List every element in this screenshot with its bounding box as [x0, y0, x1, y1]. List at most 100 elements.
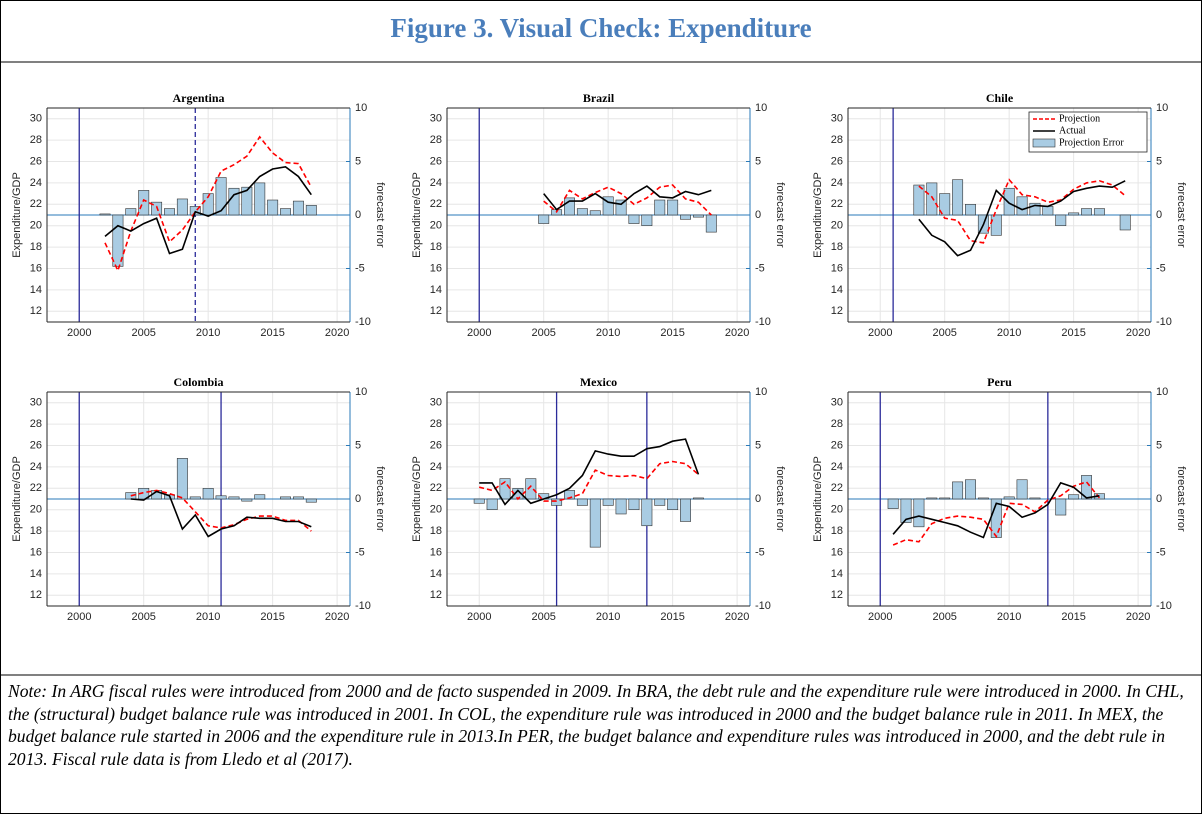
legend-label: Actual — [1059, 125, 1086, 136]
bar — [602, 498, 614, 506]
y-tick-label: 24 — [831, 461, 843, 473]
y2-tick-label: 0 — [355, 493, 361, 505]
bar — [305, 205, 317, 216]
chart-title: Colombia — [173, 375, 223, 389]
y-axis-label: Expenditure/GDP — [812, 172, 824, 258]
y-tick-label: 16 — [831, 262, 843, 274]
bar — [1016, 196, 1028, 216]
bar — [900, 498, 912, 523]
y-tick-label: 14 — [831, 284, 843, 296]
y2-tick-label: 5 — [355, 439, 361, 451]
x-tick-label: 2015 — [260, 327, 284, 339]
x-tick-label: 2000 — [67, 611, 91, 623]
bar — [525, 478, 537, 500]
x-tick-label: 2015 — [1061, 611, 1085, 623]
y2-tick-label: 10 — [355, 102, 367, 114]
y2-tick-label: 0 — [355, 209, 361, 221]
bar — [280, 496, 291, 500]
bar — [1042, 206, 1054, 216]
bar — [576, 498, 588, 506]
figure-title: Figure 3. Visual Check: Expenditure — [390, 13, 811, 43]
y-tick-label: 20 — [430, 220, 442, 232]
y2-axis-label: forecast error — [774, 466, 786, 532]
bar — [692, 214, 704, 218]
chart-title: Chile — [986, 91, 1014, 105]
y-tick-label: 28 — [831, 134, 843, 146]
y2-tick-label: 0 — [755, 209, 761, 221]
y2-tick-label: -10 — [355, 316, 371, 328]
x-tick-label: 2005 — [131, 327, 155, 339]
bar — [576, 208, 588, 216]
x-tick-label: 2020 — [325, 611, 349, 623]
x-tick-label: 2020 — [725, 327, 749, 339]
x-tick-label: 2015 — [660, 611, 684, 623]
x-tick-label: 2000 — [67, 327, 91, 339]
bar — [654, 498, 666, 506]
bar — [215, 177, 227, 216]
bar — [164, 208, 175, 216]
bar — [305, 498, 317, 503]
x-tick-label: 2005 — [531, 611, 555, 623]
y-tick-label: 18 — [831, 525, 843, 537]
y-tick-label: 12 — [430, 589, 442, 601]
y2-tick-label: 10 — [1156, 102, 1168, 114]
y2-tick-label: -5 — [755, 262, 765, 274]
y-tick-label: 18 — [30, 525, 42, 537]
y2-tick-label: 0 — [1156, 493, 1162, 505]
y-axis-label: Expenditure/GDP — [812, 456, 824, 542]
bar — [267, 199, 279, 216]
y2-tick-label: 5 — [355, 155, 361, 167]
y-tick-label: 16 — [430, 546, 442, 558]
bar — [138, 190, 150, 216]
y-tick-label: 22 — [30, 198, 42, 210]
chart-title: Peru — [987, 375, 1012, 389]
bar — [1016, 479, 1028, 500]
bar — [952, 481, 964, 500]
y-tick-label: 30 — [30, 113, 42, 125]
y-tick-label: 16 — [430, 262, 442, 274]
y2-tick-label: -5 — [755, 546, 765, 558]
bar — [913, 498, 925, 528]
x-tick-label: 2010 — [596, 327, 620, 339]
bar — [628, 498, 640, 510]
y2-tick-label: 10 — [755, 386, 767, 398]
y2-tick-label: 0 — [1156, 209, 1162, 221]
y2-axis-label: forecast error — [774, 182, 786, 248]
x-tick-label: 2005 — [932, 327, 956, 339]
bar — [189, 206, 201, 216]
bar — [125, 208, 137, 216]
y-tick-label: 14 — [30, 568, 42, 580]
bar — [292, 200, 304, 216]
y-tick-label: 30 — [831, 113, 843, 125]
y2-axis-label: forecast error — [374, 182, 386, 248]
y-tick-label: 24 — [831, 177, 843, 189]
x-tick-label: 2000 — [868, 611, 892, 623]
y-tick-label: 12 — [30, 589, 42, 601]
bar — [112, 214, 124, 267]
x-tick-label: 2020 — [725, 611, 749, 623]
bar — [887, 498, 899, 509]
x-tick-label: 2015 — [260, 611, 284, 623]
x-tick-label: 2015 — [660, 327, 684, 339]
line — [892, 480, 1101, 546]
y2-axis-label: forecast error — [1175, 466, 1187, 532]
bar — [705, 214, 717, 233]
bar — [939, 193, 951, 216]
y2-axis-label: forecast error — [1175, 182, 1187, 248]
bar — [667, 498, 679, 510]
x-tick-label: 2020 — [325, 327, 349, 339]
x-tick-label: 2005 — [531, 327, 555, 339]
y-tick-label: 24 — [430, 177, 442, 189]
bar — [680, 498, 691, 522]
y-tick-label: 28 — [430, 134, 442, 146]
y-tick-label: 22 — [831, 482, 843, 494]
bar — [241, 186, 253, 216]
bar — [680, 214, 691, 220]
x-tick-label: 2020 — [1126, 327, 1150, 339]
line — [918, 178, 1126, 244]
bar — [280, 208, 291, 216]
x-tick-label: 2010 — [196, 327, 220, 339]
bar — [615, 498, 627, 515]
y2-tick-label: 5 — [1156, 155, 1162, 167]
